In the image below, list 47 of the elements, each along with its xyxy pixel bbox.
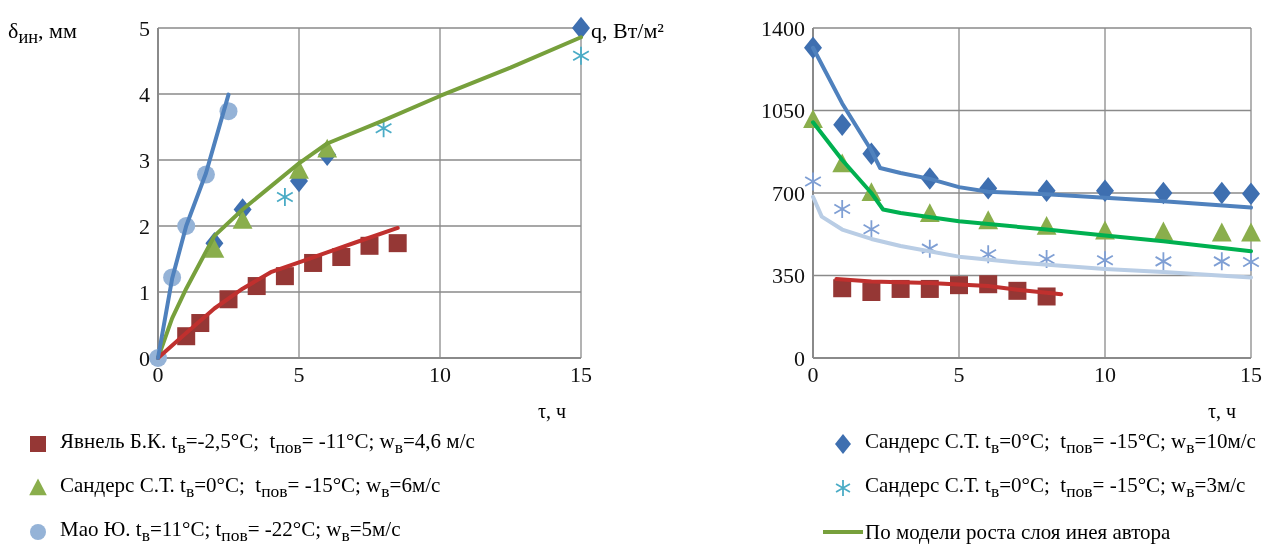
point: [833, 199, 851, 219]
y-tick-label: 0: [794, 345, 805, 371]
legend-label: Сандерс С.Т. t$_{в}$=0°C; t$_{пов}$= -15°C; w$_{в}$=10м/с: [865, 429, 1256, 459]
point: [1212, 181, 1231, 205]
x-axis-title: τ, ч: [538, 400, 567, 423]
line-series: [811, 194, 1253, 280]
point: [979, 244, 997, 265]
y-tick-label: 0: [139, 345, 150, 371]
point: [1241, 222, 1261, 242]
y-axis-title: δ$_{ин}$, мм: [8, 18, 77, 49]
point: [1213, 251, 1231, 272]
point: [862, 283, 881, 301]
point: [276, 187, 294, 207]
legend-label: По модели роста слоя инея автора: [865, 519, 1171, 545]
point: [1211, 222, 1232, 242]
x-axis-title: τ, ч: [1208, 400, 1237, 423]
legend-label: Явнель Б.К. t$_{в}$=-2,5°C; t$_{пов}$= -11°C; w$_{в}$=4,6 м/с: [60, 429, 475, 459]
y-tick-label: 2: [139, 213, 150, 239]
point: [204, 238, 225, 258]
y-axis-title: q, Вт/м²: [591, 18, 664, 44]
point: [388, 234, 407, 253]
legend-label: Сандерс С.Т. t$_{в}$=0°C; t$_{пов}$= -15°C; w$_{в}$=3м/с: [865, 473, 1246, 503]
point: [1037, 249, 1056, 269]
legend-label: Мао Ю. t$_{в}$=11°C; t$_{пов}$= -22°C; w$_{в}$=5м/с: [60, 517, 401, 547]
x-tick-label: 5: [953, 361, 965, 387]
point: [862, 219, 881, 240]
y-tick-label: 5: [139, 15, 150, 41]
y-tick-label: 1050: [761, 98, 805, 124]
point: [1242, 252, 1260, 272]
x-tick-label: 15: [570, 361, 592, 387]
y-tick-label: 350: [772, 263, 805, 289]
point: [1154, 251, 1173, 272]
x-tick-label: 10: [429, 361, 451, 387]
point: [232, 209, 253, 229]
y-tick-label: 4: [139, 81, 150, 107]
y-tick-label: 700: [772, 180, 805, 206]
x-tick-label: 5: [293, 361, 305, 387]
point: [1242, 182, 1260, 205]
y-tick-label: 1400: [761, 15, 805, 41]
point: [804, 171, 822, 192]
y-tick-label: 3: [139, 147, 150, 173]
x-tick-label: 15: [1240, 361, 1262, 387]
x-tick-label: 10: [1094, 361, 1116, 387]
point: [833, 113, 852, 136]
y-tick-label: 1: [139, 279, 150, 305]
legend-label: Сандерс С.Т. t$_{в}$=0°C; t$_{пов}$= -15°C; w$_{в}$=6м/с: [60, 473, 441, 503]
point: [572, 45, 590, 66]
